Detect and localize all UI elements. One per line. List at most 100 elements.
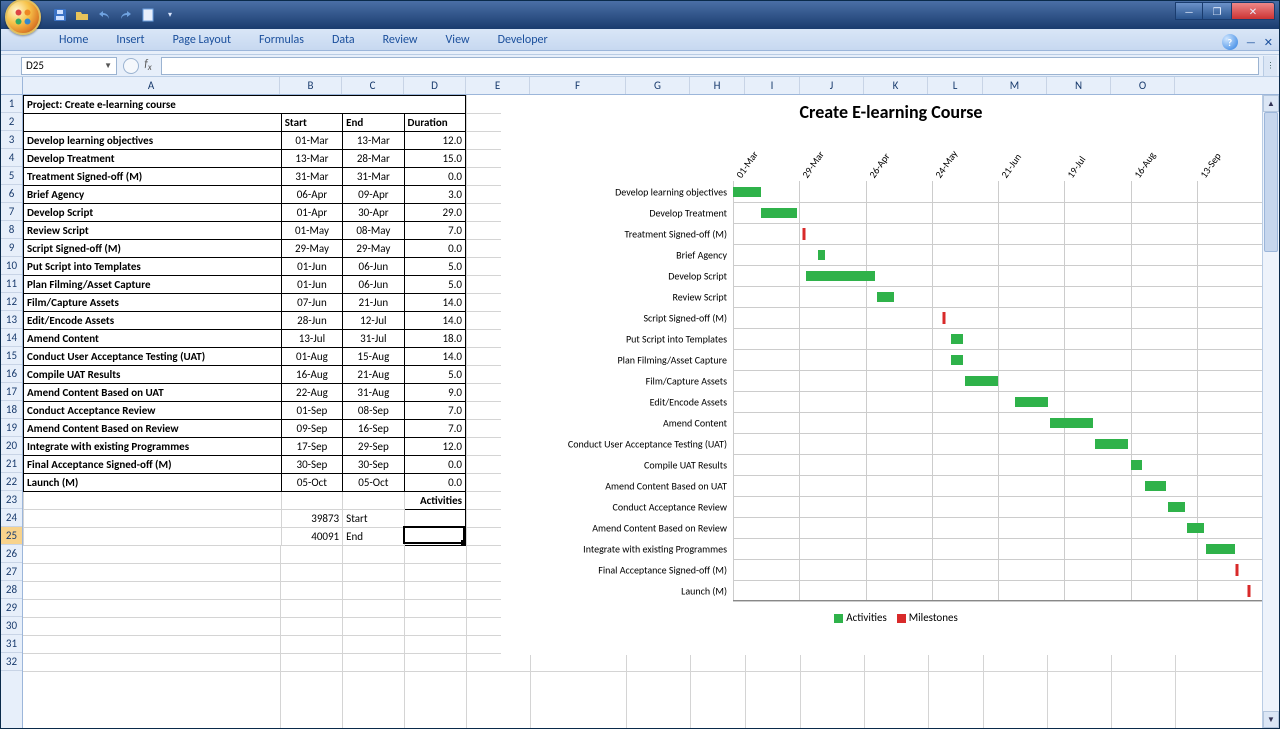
- cell[interactable]: 31-Aug: [343, 384, 404, 402]
- cell[interactable]: Edit/Encode Assets: [24, 312, 282, 330]
- cell[interactable]: 0.0: [404, 456, 465, 474]
- tab-insert[interactable]: Insert: [104, 30, 156, 50]
- cell[interactable]: 3.0: [404, 186, 465, 204]
- cell[interactable]: 01-May: [281, 222, 342, 240]
- cell[interactable]: 7.0: [404, 420, 465, 438]
- cell[interactable]: Treatment Signed-off (M): [24, 168, 282, 186]
- cell[interactable]: 5.0: [404, 258, 465, 276]
- column-header[interactable]: M: [983, 77, 1047, 94]
- cell[interactable]: 01-Apr: [281, 204, 342, 222]
- column-header[interactable]: B: [280, 77, 342, 94]
- cell[interactable]: 22-Aug: [281, 384, 342, 402]
- cell[interactable]: Integrate with existing Programmes: [24, 438, 282, 456]
- row-header[interactable]: 32: [1, 653, 22, 671]
- cell[interactable]: 15.0: [404, 150, 465, 168]
- expand-formula-bar-icon[interactable]: ⋮: [1263, 56, 1277, 76]
- cell[interactable]: 09-Sep: [281, 420, 342, 438]
- formula-input[interactable]: [161, 57, 1259, 75]
- tab-developer[interactable]: Developer: [486, 30, 560, 50]
- cell[interactable]: Amend Content Based on UAT: [24, 384, 282, 402]
- row-header[interactable]: 22: [1, 473, 22, 491]
- undo-icon[interactable]: [95, 6, 113, 24]
- column-header[interactable]: J: [800, 77, 864, 94]
- cell[interactable]: 06-Jun: [343, 258, 404, 276]
- cell[interactable]: 18.0: [404, 330, 465, 348]
- cell[interactable]: 13-Jul: [281, 330, 342, 348]
- row-header[interactable]: 15: [1, 347, 22, 365]
- row-header[interactable]: 1: [1, 95, 22, 113]
- row-header[interactable]: 9: [1, 239, 22, 257]
- cell[interactable]: 08-May: [343, 222, 404, 240]
- cell[interactable]: Start: [343, 510, 404, 528]
- cell[interactable]: Develop learning objectives: [24, 132, 282, 150]
- column-header[interactable]: N: [1047, 77, 1111, 94]
- cell[interactable]: 21-Jun: [343, 294, 404, 312]
- cell[interactable]: Start: [281, 114, 342, 132]
- cell[interactable]: End: [343, 114, 404, 132]
- cell[interactable]: Duration: [404, 114, 465, 132]
- row-header[interactable]: 3: [1, 131, 22, 149]
- cell[interactable]: Amend Content Based on Review: [24, 420, 282, 438]
- minimize-button[interactable]: —: [1175, 2, 1203, 20]
- cell[interactable]: 30-Apr: [343, 204, 404, 222]
- cell[interactable]: 30-Sep: [343, 456, 404, 474]
- row-header[interactable]: 28: [1, 581, 22, 599]
- cell[interactable]: 06-Jun: [343, 276, 404, 294]
- close-button[interactable]: ✕: [1231, 2, 1275, 20]
- cell[interactable]: 05-Oct: [281, 474, 342, 492]
- cell[interactable]: 17-Sep: [281, 438, 342, 456]
- maximize-button[interactable]: ❐: [1203, 2, 1231, 20]
- cell[interactable]: Review Script: [24, 222, 282, 240]
- cell[interactable]: 01-Aug: [281, 348, 342, 366]
- row-header[interactable]: 23: [1, 491, 22, 509]
- column-header[interactable]: D: [404, 77, 466, 94]
- cell[interactable]: 0.0: [404, 168, 465, 186]
- row-header[interactable]: 27: [1, 563, 22, 581]
- cell[interactable]: 40091: [281, 528, 342, 546]
- cell[interactable]: 31-Mar: [343, 168, 404, 186]
- column-header[interactable]: K: [864, 77, 928, 94]
- cell[interactable]: 16-Aug: [281, 366, 342, 384]
- tab-page-layout[interactable]: Page Layout: [161, 30, 243, 50]
- cell[interactable]: Launch (M): [24, 474, 282, 492]
- cell[interactable]: 14.0: [404, 348, 465, 366]
- tab-formulas[interactable]: Formulas: [247, 30, 316, 50]
- column-header[interactable]: L: [928, 77, 983, 94]
- row-header[interactable]: 12: [1, 293, 22, 311]
- cell[interactable]: 7.0: [404, 222, 465, 240]
- cell[interactable]: 7.0: [404, 402, 465, 420]
- cell[interactable]: 16-Sep: [343, 420, 404, 438]
- cell[interactable]: 13-Mar: [343, 132, 404, 150]
- column-header[interactable]: G: [626, 77, 690, 94]
- cell[interactable]: [24, 510, 282, 528]
- cancel-icon[interactable]: [123, 58, 139, 74]
- row-header[interactable]: 24: [1, 509, 22, 527]
- cell[interactable]: Amend Content: [24, 330, 282, 348]
- row-header[interactable]: 6: [1, 185, 22, 203]
- ribbon-min-icon[interactable]: —: [1246, 36, 1256, 49]
- column-header[interactable]: I: [745, 77, 800, 94]
- cell[interactable]: [404, 528, 465, 546]
- help-icon[interactable]: ?: [1222, 34, 1238, 50]
- row-header[interactable]: 4: [1, 149, 22, 167]
- cell[interactable]: 09-Apr: [343, 186, 404, 204]
- scroll-down-icon[interactable]: ▼: [1263, 711, 1279, 728]
- row-header[interactable]: 10: [1, 257, 22, 275]
- cell[interactable]: 05-Oct: [343, 474, 404, 492]
- row-header[interactable]: 11: [1, 275, 22, 293]
- doc-close-icon[interactable]: ✕: [1264, 36, 1273, 49]
- office-button[interactable]: [5, 0, 41, 35]
- row-header[interactable]: 7: [1, 203, 22, 221]
- cell[interactable]: [24, 114, 282, 132]
- row-header[interactable]: 31: [1, 635, 22, 653]
- cell[interactable]: 29-May: [281, 240, 342, 258]
- cell[interactable]: 29-May: [343, 240, 404, 258]
- save-icon[interactable]: [51, 6, 69, 24]
- cell[interactable]: 12.0: [404, 132, 465, 150]
- tab-view[interactable]: View: [434, 30, 482, 50]
- qat-more-icon[interactable]: ▾: [161, 6, 179, 24]
- cell[interactable]: 39873: [281, 510, 342, 528]
- scroll-up-icon[interactable]: ▲: [1263, 95, 1279, 112]
- fx-icon[interactable]: fx: [139, 57, 157, 73]
- row-header[interactable]: 20: [1, 437, 22, 455]
